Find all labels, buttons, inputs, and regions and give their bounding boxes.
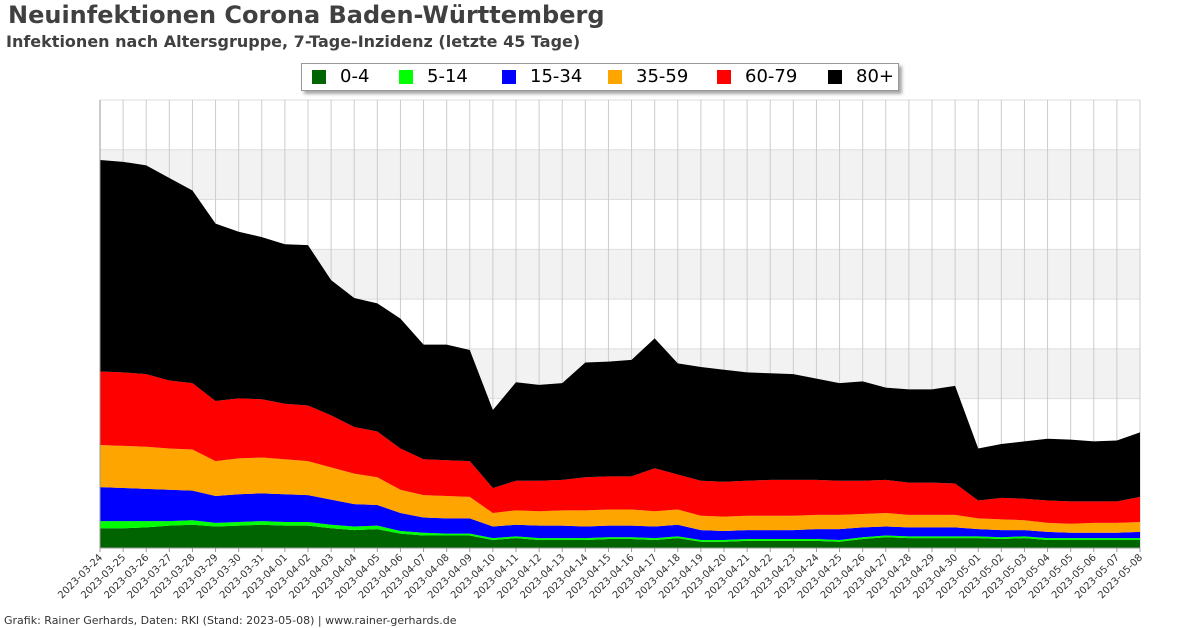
chart-subtitle: Infektionen nach Altersgruppe, 7-Tage-In…	[6, 32, 581, 51]
legend-swatch	[502, 70, 516, 84]
series-area-5-14	[100, 520, 1140, 542]
series-area-35-59	[100, 444, 1140, 533]
chart-title: Neuinfektionen Corona Baden-Württemberg	[8, 1, 605, 29]
series-area-0-4	[100, 524, 1140, 548]
background-band	[100, 149, 1140, 200]
footer-credit: Grafik: Rainer Gerhards, Daten: RKI (Sta…	[4, 614, 457, 627]
legend-swatch	[828, 70, 842, 84]
legend-label: 0-4	[340, 66, 370, 87]
legend-label: 15-34	[530, 66, 583, 87]
series-area-80+	[100, 160, 1140, 502]
legend-swatch	[608, 70, 622, 84]
legend-label: 35-59	[636, 66, 689, 87]
series-area-60-79	[100, 371, 1140, 524]
legend-label: 60-79	[745, 66, 798, 87]
chart-legend: 0-4 5-14 15-34 35-59 60-79 80+	[301, 63, 899, 91]
legend-swatch	[717, 70, 731, 84]
series-area-15-34	[100, 487, 1140, 540]
legend-label: 5-14	[427, 66, 468, 87]
legend-label: 80+	[856, 66, 894, 87]
legend-swatch	[399, 70, 413, 84]
legend-swatch	[312, 70, 326, 84]
